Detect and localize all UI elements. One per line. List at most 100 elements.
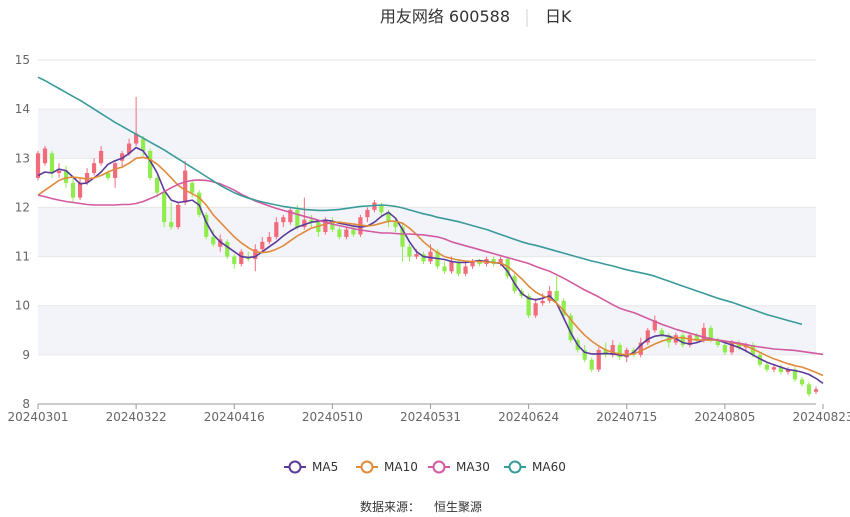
candle [232,254,237,269]
candle-body [155,177,160,193]
candle-body [337,229,342,237]
candle-body [330,222,335,230]
candle-body [715,340,720,346]
candle [267,232,272,245]
legend-marker [288,460,302,474]
candle [169,202,174,230]
legend-item-ma10[interactable]: MA10 [356,460,418,474]
legend-marker [360,460,374,474]
candle [281,214,286,228]
candle-body [169,222,174,228]
candle-body [148,150,153,178]
candle [470,259,475,269]
candle-body [617,345,622,358]
candle-body [652,320,657,331]
candle-body [183,170,188,203]
candle-body [120,153,125,161]
candle-body [35,153,41,178]
candle [211,229,216,247]
y-tick-label: 8 [22,397,30,411]
x-tick-label: 20240322 [106,410,167,424]
candle [505,256,510,279]
candle [764,362,770,373]
candle [365,207,370,223]
candle [554,276,559,304]
candle-body [49,153,55,174]
candle-body [736,342,742,348]
candle-body [91,163,97,174]
candle [442,261,447,274]
candle [260,236,265,252]
candle-body [56,170,62,174]
candle-body [778,367,784,373]
candle [148,148,153,181]
candle [141,136,146,156]
candle-body [84,173,90,183]
candle-body [400,227,405,247]
candle-body [112,163,118,178]
candle-body [267,236,272,242]
y-tick-label: 13 [15,151,30,165]
candle-body [792,369,798,380]
candle-body [456,261,461,274]
candle-body [428,251,433,262]
candle [120,150,125,169]
chart-title-suffix: 日K [545,7,572,26]
candle-body [764,364,770,370]
candle [533,298,538,318]
candle-body [589,359,594,370]
candle-body [141,138,146,151]
candle-body [463,266,468,274]
x-axis: 20240301 20240322 20240416 20240510 20240531… [7,403,850,424]
chart-title-group: 用友网络 600588 日K [380,7,572,27]
y-tick-label: 15 [15,53,30,67]
candle-body [813,389,819,392]
candle-body [309,219,314,223]
candle [162,190,167,228]
candle-body [680,335,685,346]
candle [204,212,209,240]
y-axis: 8 9 10 11 12 13 14 15 [15,53,30,411]
candle-body [232,256,237,264]
candle-body [344,229,349,237]
candle [498,256,503,267]
legend-label: MA10 [384,460,418,474]
candle [785,367,791,375]
candle [652,315,657,333]
candle [589,357,594,373]
candle-body [421,254,426,262]
y-tick-label: 14 [15,102,30,116]
candle-body [204,214,209,237]
candle [813,386,819,395]
legend-item-ma30[interactable]: MA30 [428,460,490,474]
candle-body [98,150,104,164]
candle [218,234,223,252]
legend-item-ma5[interactable]: MA5 [284,460,338,474]
candle [309,214,314,228]
candle [155,175,160,198]
candle-body [701,327,706,341]
candle-body [596,349,601,370]
candle-body [771,367,777,370]
background-band [38,207,816,257]
x-tick-label: 20240823 [792,410,850,424]
legend[interactable]: MA5 MA10 MA30 MA60 [284,460,566,474]
candle [421,251,426,264]
candle [659,327,664,338]
candle-body [757,354,763,365]
background-band [38,109,816,159]
candle [63,165,69,188]
candle-body [105,173,111,178]
candle-body [393,222,398,228]
candle-body [386,212,391,223]
candle [799,376,805,387]
candle-body [526,295,531,316]
legend-item-ma60[interactable]: MA60 [504,460,566,474]
candle-body [134,133,139,144]
candle-body [162,192,167,223]
candle-body [449,261,454,272]
data-source: 数据来源： 恒生聚源 [360,499,482,514]
candle [463,261,468,277]
candle [680,332,685,348]
